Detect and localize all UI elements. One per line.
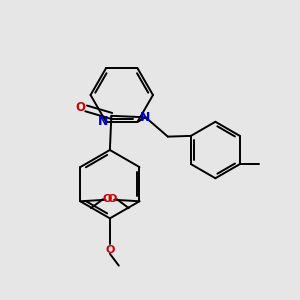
Text: O: O <box>106 244 115 255</box>
Text: O: O <box>103 194 112 204</box>
Text: O: O <box>107 194 117 204</box>
Text: N: N <box>98 115 108 128</box>
Text: O: O <box>76 101 86 114</box>
Text: N: N <box>140 111 151 124</box>
